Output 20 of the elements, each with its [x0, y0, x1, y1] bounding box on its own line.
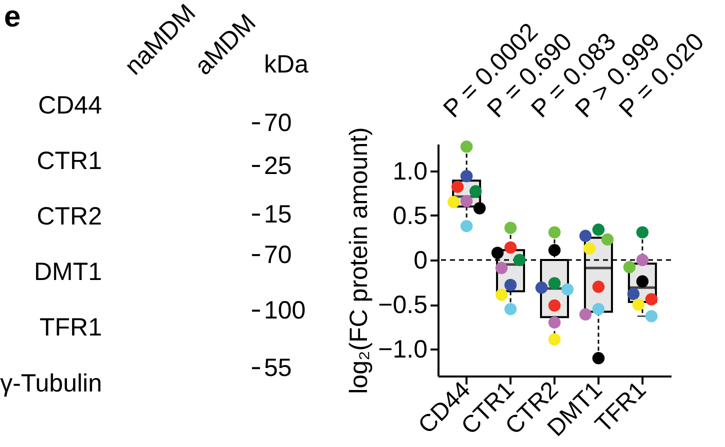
y-tick-label: 0.5	[392, 202, 428, 230]
text: kDa	[264, 50, 309, 78]
category-label: TFR1	[40, 314, 102, 342]
y-tick-label: 0	[414, 246, 428, 274]
y-axis-title: log₂(FC protein amount)	[345, 127, 374, 394]
category-label: 25	[264, 152, 292, 180]
category-label: CD44	[38, 91, 102, 120]
category-label: 15	[264, 200, 292, 229]
category-label: γ-Tubulin	[0, 369, 102, 398]
y-tick-label: 1.0	[392, 157, 428, 186]
category-label: 100	[264, 296, 306, 325]
category-label: CTR1	[36, 146, 102, 175]
category-label: DMT1	[34, 258, 102, 286]
category-label: CTR2	[36, 202, 102, 230]
y-tick-label: −0.5	[378, 291, 428, 320]
category-label: 70	[264, 109, 292, 138]
category-label: 55	[264, 354, 292, 382]
category-label: 70	[264, 241, 292, 270]
text: e	[4, 0, 21, 34]
y-tick-label: −1.0	[378, 336, 428, 364]
